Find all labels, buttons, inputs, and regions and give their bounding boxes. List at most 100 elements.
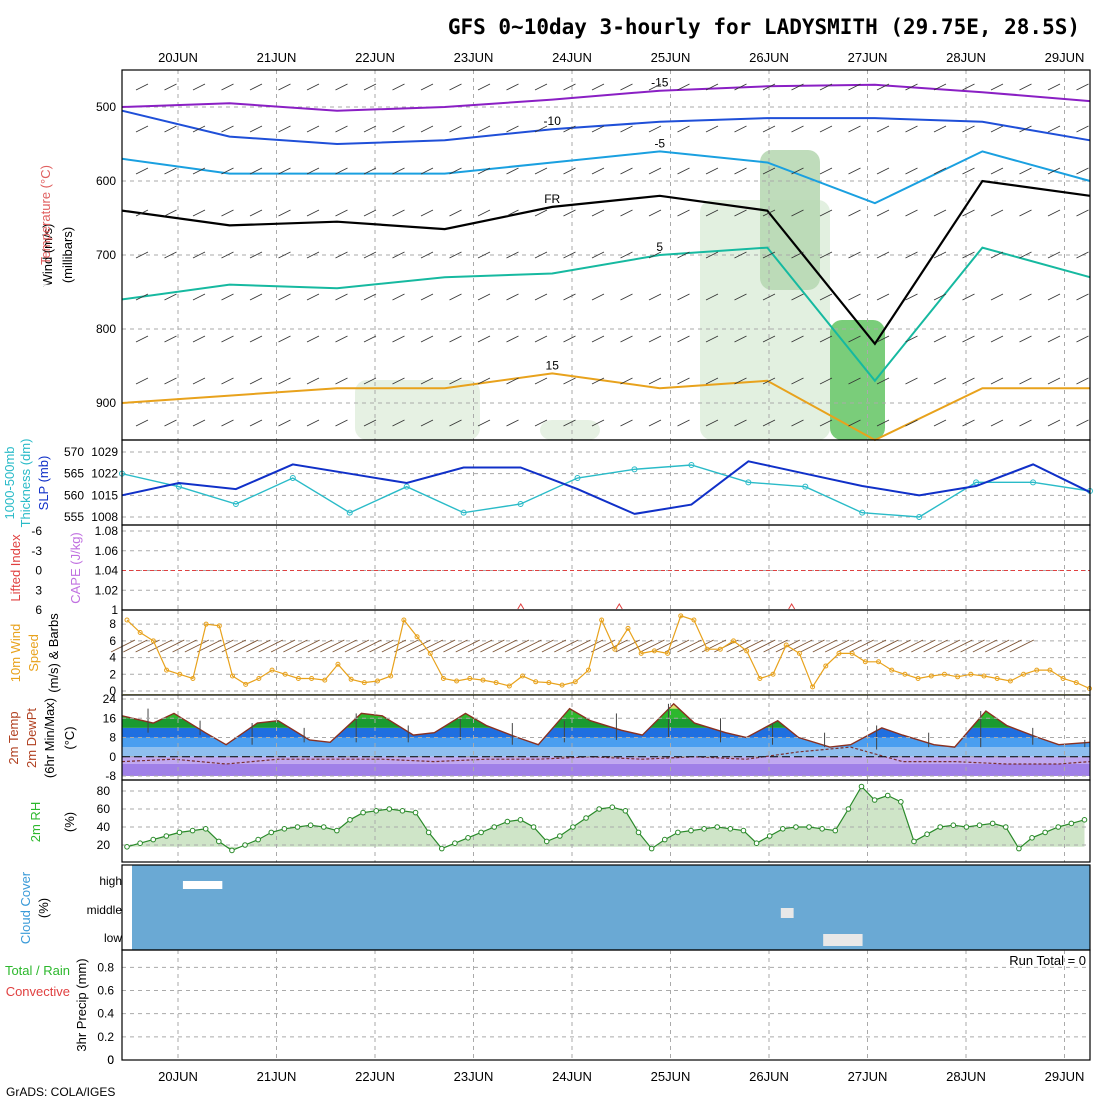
surface-wind-barb — [726, 639, 751, 653]
wind-barb — [905, 377, 918, 385]
rh-point — [780, 826, 786, 832]
wind-speed-point — [124, 617, 130, 623]
rh-point — [557, 833, 563, 839]
wind-barb — [534, 251, 548, 259]
wind-barb — [848, 377, 861, 385]
rh-point — [163, 833, 170, 839]
wind-barb — [335, 335, 348, 343]
rh-point — [937, 824, 943, 830]
rh-point — [399, 808, 406, 814]
wind-speed-point — [1034, 667, 1040, 673]
ylabel-temperature: Temperature (°C) — [38, 165, 53, 265]
wind-barb — [335, 125, 348, 133]
contour-label: -10 — [544, 114, 562, 128]
ylabel-rh: RH (%) — [38, 284, 53, 327]
wind-speed-point — [1021, 671, 1027, 677]
date-label-top: 24JUN — [552, 50, 592, 65]
wind-speed-point — [1073, 680, 1079, 686]
rh-point — [1042, 829, 1048, 836]
wind-barb — [306, 377, 320, 385]
wind-barb — [420, 209, 434, 217]
ylabel-thickness-2: Thickness (dm) — [18, 439, 33, 528]
wind-barb — [192, 293, 206, 301]
contour-15 — [121, 372, 1090, 442]
wind-barb — [591, 83, 605, 91]
rh-point — [1081, 817, 1088, 823]
wind-barb — [563, 293, 576, 301]
contour-FR — [121, 179, 1091, 346]
y-tick-label: 6 — [35, 603, 42, 617]
wind-speed-point — [506, 683, 512, 689]
surface-wind-barb — [997, 639, 1022, 653]
y-tick-label: 1.08 — [95, 524, 119, 538]
wind-barb — [876, 377, 890, 385]
y-tick-label: -6 — [31, 524, 42, 538]
wind-speed-point — [862, 659, 868, 665]
wind-speed-point — [572, 679, 578, 685]
wind-barb — [563, 209, 576, 217]
wind-barb — [962, 167, 975, 175]
wind-barb — [420, 335, 434, 343]
wind-speed-point — [295, 675, 301, 681]
surface-wind-barb — [566, 639, 591, 653]
wind-barb — [135, 251, 149, 259]
ylabel-thickness-1: 1000-500mb — [2, 447, 17, 520]
rh-point — [858, 783, 865, 790]
wind-barb — [677, 83, 690, 91]
wind-barb — [449, 251, 462, 259]
wind-barb — [791, 209, 804, 217]
wind-barb — [791, 419, 804, 427]
wind-speed-point — [876, 659, 882, 665]
wind-barb — [962, 83, 975, 91]
wind-barb — [135, 335, 149, 343]
wind-speed-point — [691, 617, 697, 623]
rh-point — [1002, 824, 1009, 830]
ylabel-slp: SLP (mb) — [36, 456, 51, 511]
wind-barb — [848, 83, 861, 91]
wind-barb — [563, 83, 576, 91]
rh-shading — [830, 320, 885, 440]
y-tick-label: 0 — [109, 684, 116, 698]
wind-barb — [164, 83, 177, 91]
rh-point — [832, 827, 839, 834]
wind-barb — [563, 167, 576, 175]
rh-point — [622, 808, 629, 814]
thickness-point — [460, 509, 467, 516]
cloud-cell-middle — [780, 908, 794, 918]
wind-barb — [677, 335, 690, 343]
wind-barb — [477, 251, 491, 259]
y-tick-label: 560 — [64, 488, 84, 502]
date-label-bottom: 25JUN — [651, 1069, 691, 1084]
y-tick-label: 8 — [109, 617, 116, 631]
contour-minus10 — [121, 109, 1091, 146]
wind-barb — [1047, 167, 1061, 175]
wind-speed-point — [889, 667, 895, 673]
wind-barb — [591, 293, 605, 301]
surface-wind-barb — [578, 639, 604, 653]
date-label-bottom: 24JUN — [552, 1069, 592, 1084]
wind-barb — [990, 293, 1004, 301]
y-tick-label: 0.2 — [97, 1030, 114, 1044]
surface-wind-barb — [874, 639, 899, 653]
wind-speed-point — [730, 638, 736, 644]
wind-barb — [477, 335, 491, 343]
rh-point — [347, 817, 353, 823]
y-tick-label: 570 — [64, 445, 84, 459]
wind-barb — [135, 83, 149, 91]
y-tick-label: 0 — [107, 1053, 114, 1067]
thickness-point — [859, 509, 866, 516]
ylabel-wind10: 10m Wind — [8, 624, 23, 683]
wind-barb — [705, 83, 719, 91]
wind-barb — [762, 83, 776, 91]
surface-wind-barb — [344, 639, 370, 653]
wind-barb — [534, 167, 548, 175]
rh-point — [950, 822, 957, 829]
cape-marker — [615, 603, 623, 610]
wind-barb — [164, 167, 177, 175]
y-tick-label: 4 — [109, 651, 116, 665]
wind-barb — [876, 419, 890, 427]
wind-barb — [933, 251, 947, 259]
wind-barb — [392, 251, 405, 259]
wind-barb — [363, 125, 377, 133]
ylabel-millibars: (millibars) — [60, 227, 75, 283]
